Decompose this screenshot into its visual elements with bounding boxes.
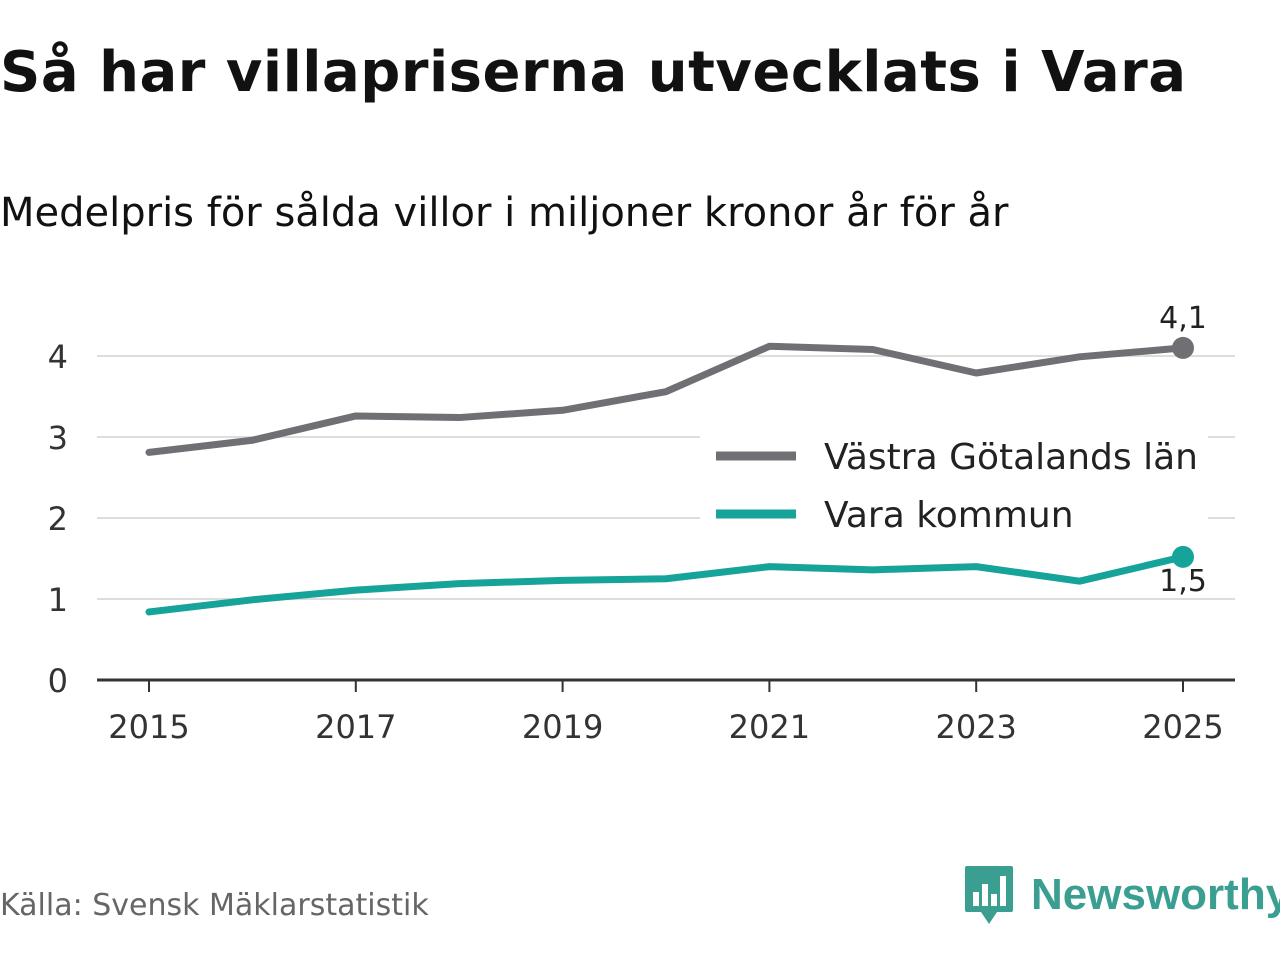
x-tick-label: 2017	[315, 708, 396, 746]
data-point	[559, 407, 566, 414]
legend-label: Vara kommun	[824, 495, 1074, 536]
x-tick-label: 2019	[522, 708, 603, 746]
y-tick-label: 4	[48, 338, 68, 376]
end-value-label: 4,1	[1159, 301, 1207, 336]
data-labels: 4,1 1,5	[1159, 301, 1207, 599]
end-value-label: 1,5	[1159, 564, 1207, 599]
data-point	[869, 346, 876, 353]
y-tick-label: 3	[48, 419, 68, 457]
legend: Västra Götalands län Vara kommun	[700, 430, 1208, 542]
axes: 0 1 2 3 4 2015 2017 2019 2021 2023 2025	[48, 338, 1235, 746]
data-point	[352, 412, 359, 419]
x-tick-label: 2023	[935, 708, 1016, 746]
y-tick-label: 0	[48, 662, 68, 700]
data-point	[456, 414, 463, 421]
x-tick-label: 2015	[108, 708, 189, 746]
data-point	[1076, 578, 1083, 585]
data-point	[352, 587, 359, 594]
data-point	[973, 563, 980, 570]
data-point	[973, 370, 980, 377]
data-point	[146, 449, 152, 456]
brand-name: Newsworthy	[1031, 870, 1280, 919]
brand-logo: Newsworthy	[963, 864, 1280, 926]
x-tick-label: 2021	[729, 708, 810, 746]
series-lines	[145, 336, 1194, 616]
data-point	[766, 343, 773, 350]
newsworthy-logo-icon	[965, 866, 1013, 924]
data-point	[456, 580, 463, 587]
data-point	[663, 388, 669, 395]
x-tick-label: 2025	[1142, 708, 1223, 746]
end-marker	[1172, 336, 1194, 359]
data-point	[249, 437, 256, 444]
data-point	[1076, 353, 1083, 360]
data-point	[766, 563, 773, 570]
data-point	[663, 575, 669, 582]
data-point	[559, 577, 566, 584]
source-note: Källa: Svensk Mäklarstatistik	[0, 888, 429, 923]
y-tick-label: 2	[48, 500, 68, 538]
data-point	[146, 608, 152, 615]
legend-label: Västra Götalands län	[824, 437, 1198, 478]
data-point	[249, 596, 256, 603]
series-line-1	[145, 553, 1187, 616]
chart-title: Så har villapriserna utvecklats i Vara	[0, 40, 1187, 105]
y-tick-label: 1	[48, 581, 68, 619]
legend-background	[700, 430, 1208, 542]
end-marker	[1172, 545, 1194, 568]
chart-subtitle: Medelpris för sålda villor i miljoner kr…	[0, 190, 1009, 236]
data-point	[869, 566, 876, 573]
